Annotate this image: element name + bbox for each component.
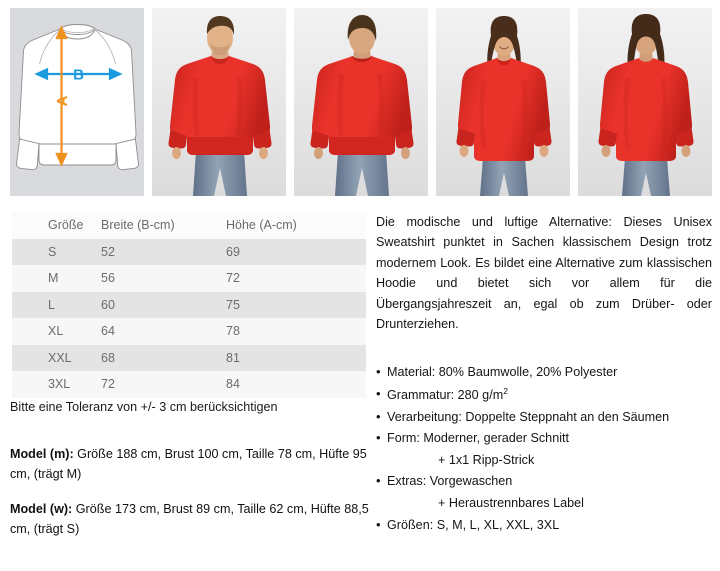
product-description: Die modische und luftige Alternative: Di… [376, 215, 712, 331]
female-model-back-figure [578, 8, 712, 196]
model-male-text: Größe 188 cm, Brust 100 cm, Taille 78 cm… [10, 447, 367, 482]
spec-text: Extras: Vorgewaschen [387, 474, 513, 489]
bullet-icon: • [376, 473, 381, 489]
table-header-row: Größe Breite (B-cm) Höhe (A-cm) [12, 212, 366, 239]
product-details-section: Größe Breite (B-cm) Höhe (A-cm) S 52 69 … [0, 200, 720, 571]
spec-text: Material: 80% Baumwolle, 20% Polyester [387, 365, 618, 379]
table-row: M 56 72 [12, 265, 366, 292]
panel-male-front [152, 8, 286, 196]
spec-text: Verarbeitung: Doppelte Steppnaht an den … [387, 409, 670, 424]
cell-width: 56 [101, 271, 115, 286]
model-female-info: Model (w): Größe 173 cm, Brust 89 cm, Ta… [10, 499, 370, 540]
table-row: XXL 68 81 [12, 344, 366, 371]
cell-width: 72 [101, 377, 115, 392]
sweatshirt-measurement-diagram: B A [16, 24, 139, 171]
cell-width: 64 [101, 324, 115, 339]
cell-height: 75 [226, 297, 240, 312]
table-row: XL 64 78 [12, 318, 366, 345]
bullet-icon: • [376, 430, 381, 446]
spec-text: Form: Moderner, gerader Schnitt [387, 431, 569, 446]
height-arrow-a [55, 25, 68, 167]
spec-text: + 1x1 Ripp-Strick [438, 452, 535, 467]
cell-size: XL [48, 324, 64, 339]
tolerance-note: Bitte eine Toleranz von +/- 3 cm berücks… [10, 400, 278, 414]
cell-width: 52 [101, 244, 115, 259]
female-model-front-figure [436, 8, 570, 196]
bullet-icon: • [376, 385, 381, 401]
table-row: L 60 75 [12, 291, 366, 318]
model-female-label: Model (w): [10, 502, 73, 516]
product-image-strip: B A [10, 8, 712, 196]
cell-height: 78 [226, 324, 240, 339]
product-spec-list: • Material: 80% Baumwolle, 20% Polyester … [376, 362, 716, 536]
panel-female-front [436, 8, 570, 196]
panel-male-back [294, 8, 428, 196]
header-size: Größe [48, 218, 84, 233]
spec-text: Größen: S, M, L, XL, XXL, 3XL [387, 517, 560, 532]
list-item: • Extras: Vorgewaschen [376, 471, 716, 493]
cell-size: 3XL [48, 377, 71, 392]
list-item-sub: + 1x1 Ripp-Strick [376, 450, 716, 472]
cell-height: 72 [226, 271, 240, 286]
panel-female-back [578, 8, 712, 196]
list-item: • Verarbeitung: Doppelte Steppnaht an den… [376, 407, 716, 429]
header-width: Breite (B-cm) [101, 218, 175, 233]
list-item: • Form: Moderner, gerader Schnitt [376, 428, 716, 450]
cell-width: 68 [101, 350, 115, 365]
table-row: 3XL 72 84 [12, 371, 366, 398]
spec-text: Grammatur: 280 g/m [387, 387, 504, 402]
cell-size: M [48, 271, 59, 286]
male-model-front-figure [152, 8, 286, 196]
list-item: • Material: 80% Baumwolle, 20% Polyester [376, 362, 716, 384]
cell-size: S [48, 244, 57, 259]
cell-size: XXL [48, 350, 72, 365]
bullet-icon: • [376, 408, 381, 424]
list-item: • Grammatur: 280 g/m2 [376, 384, 716, 407]
width-arrow-b [34, 67, 123, 81]
list-item: • Größen: S, M, L, XL, XXL, 3XL [376, 515, 716, 537]
cell-width: 60 [101, 297, 115, 312]
male-model-back-figure [294, 8, 428, 196]
model-male-info: Model (m): Größe 188 cm, Brust 100 cm, T… [10, 444, 370, 485]
size-table-body: S 52 69 M 56 72 L 60 75 XL 64 78 [12, 238, 366, 398]
bullet-icon: • [376, 364, 381, 379]
list-item-sub: + Heraustrennbares Label [376, 493, 716, 515]
table-row: S 52 69 [12, 238, 366, 265]
spec-superscript: 2 [503, 385, 508, 396]
size-table-head: Größe Breite (B-cm) Höhe (A-cm) [12, 212, 366, 239]
cell-height: 69 [226, 244, 240, 259]
width-label-b: B [73, 67, 84, 84]
model-male-label: Model (m): [10, 447, 74, 461]
header-height: Höhe (A-cm) [226, 218, 297, 233]
panel-size-diagram: B A [10, 8, 144, 196]
spec-text: + Heraustrennbares Label [438, 496, 584, 511]
cell-size: L [48, 297, 55, 312]
bullet-icon: • [376, 516, 381, 532]
size-table: Größe Breite (B-cm) Höhe (A-cm) S 52 69 … [12, 212, 366, 398]
model-female-text: Größe 173 cm, Brust 89 cm, Taille 62 cm,… [10, 502, 369, 537]
height-label-a: A [54, 95, 71, 106]
cell-height: 84 [226, 377, 240, 392]
cell-height: 81 [226, 350, 240, 365]
